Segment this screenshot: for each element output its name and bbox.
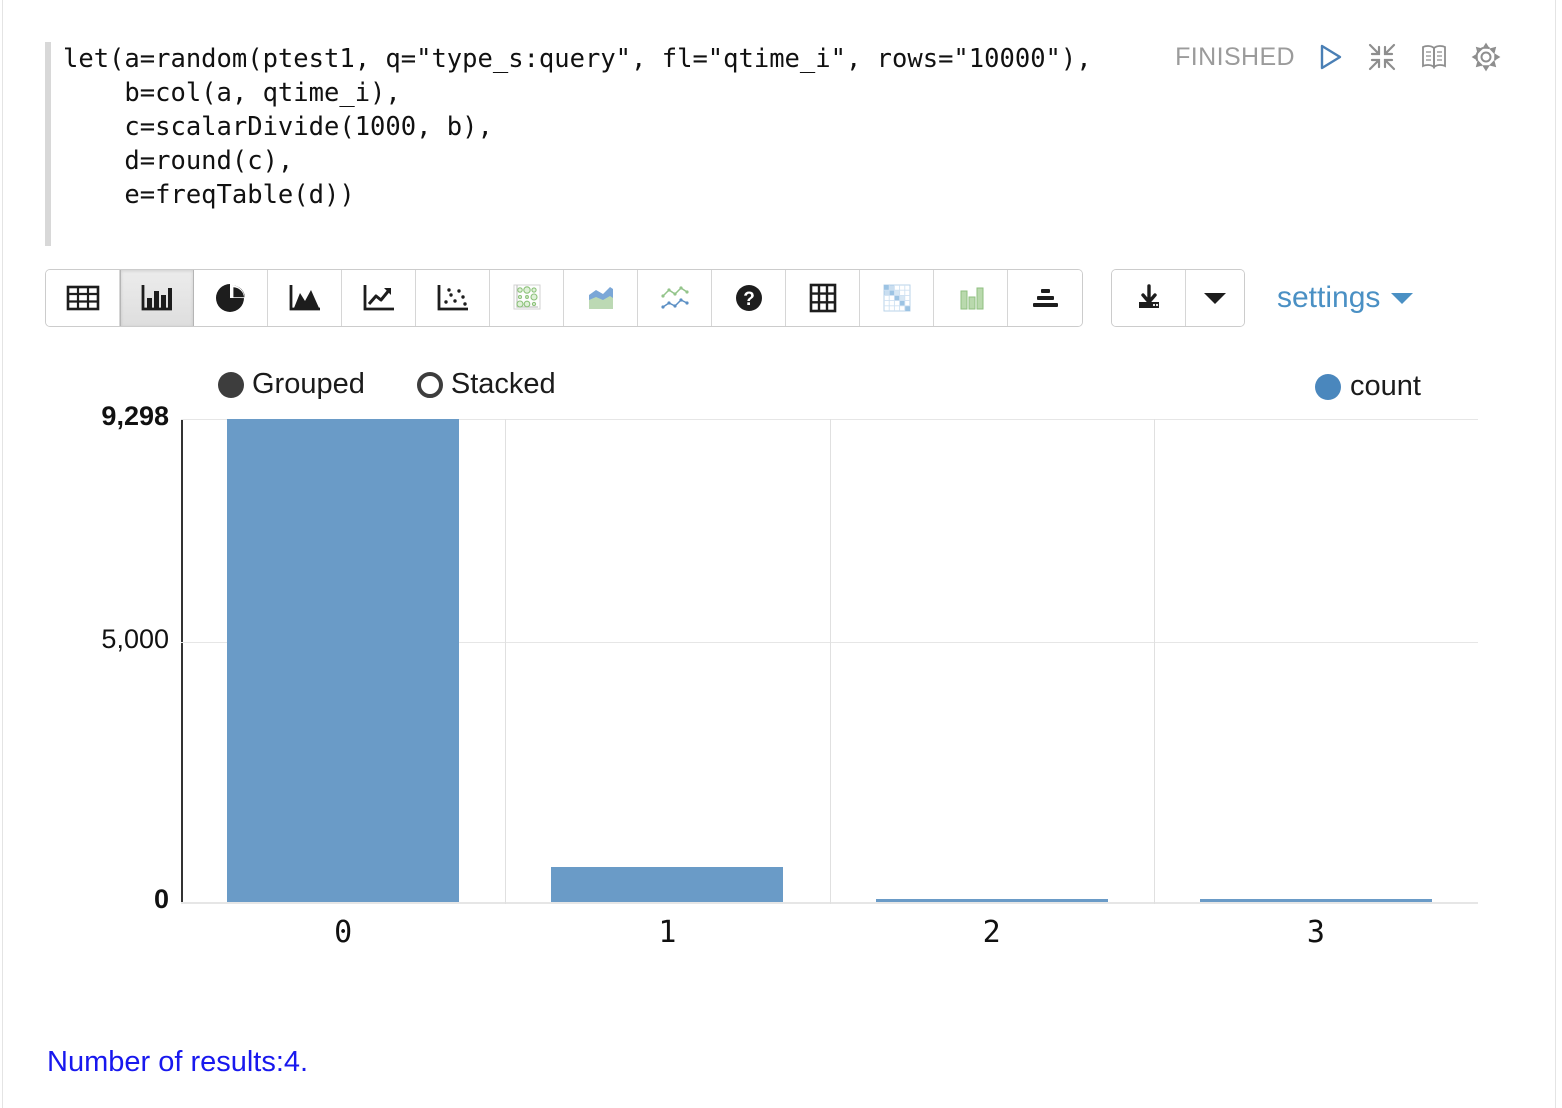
status-label: FINISHED bbox=[1175, 42, 1295, 71]
bar-chart: Grouped Stacked count 9,298 5,000 0 0 1 2 3 bbox=[3, 350, 1559, 970]
download-group bbox=[1111, 269, 1245, 327]
x-axis-tick-label: 3 bbox=[1306, 915, 1325, 950]
scatter-plot-icon[interactable] bbox=[416, 270, 490, 326]
gear-icon[interactable] bbox=[1469, 40, 1503, 74]
bubble-matrix-icon[interactable] bbox=[490, 270, 564, 326]
play-icon[interactable] bbox=[1313, 40, 1347, 74]
download-icon[interactable] bbox=[1112, 270, 1186, 326]
book-icon[interactable] bbox=[1417, 40, 1451, 74]
x-axis-tick-label: 2 bbox=[982, 915, 1001, 950]
plot-area: 9,298 5,000 0 0 1 2 3 bbox=[101, 401, 1478, 950]
bar-chart-icon[interactable] bbox=[120, 270, 194, 326]
chart-type-group: ? bbox=[45, 269, 1083, 327]
visualization-toolbar: ? bbox=[45, 269, 1414, 327]
bar-0[interactable] bbox=[227, 419, 460, 902]
radio-stacked-label: Stacked bbox=[450, 368, 556, 400]
pie-chart-icon[interactable] bbox=[194, 270, 268, 326]
radio-grouped-icon[interactable] bbox=[218, 371, 244, 398]
gridline-horizontal bbox=[181, 419, 1478, 420]
chart-legend: count bbox=[1315, 370, 1421, 403]
code-gutter bbox=[45, 42, 51, 246]
stacked-area-icon[interactable] bbox=[564, 270, 638, 326]
radio-stacked-icon[interactable] bbox=[416, 371, 443, 398]
legend-swatch-count bbox=[1315, 373, 1342, 400]
area-chart-icon[interactable] bbox=[268, 270, 342, 326]
gridline-vertical bbox=[830, 419, 831, 904]
gridline-vertical bbox=[505, 419, 506, 904]
x-axis-tick-label: 0 bbox=[334, 915, 353, 950]
y-axis-tick-label: 9,298 bbox=[101, 401, 169, 431]
radio-grouped-label: Grouped bbox=[252, 368, 365, 400]
bar-3[interactable] bbox=[1199, 899, 1432, 902]
settings-label: settings bbox=[1277, 281, 1381, 314]
settings-button[interactable]: settings bbox=[1277, 281, 1414, 315]
status-bar: FINISHED bbox=[1175, 40, 1503, 74]
bar-2[interactable] bbox=[875, 899, 1108, 902]
download-chevron-down-icon[interactable] bbox=[1186, 270, 1244, 326]
bar-mode-radios: Grouped Stacked bbox=[218, 368, 556, 401]
funnel-icon[interactable] bbox=[1008, 270, 1082, 326]
gridline-horizontal bbox=[181, 642, 1478, 644]
multi-line-icon[interactable] bbox=[638, 270, 712, 326]
legend-label-count: count bbox=[1350, 370, 1421, 402]
gridline-vertical bbox=[1154, 419, 1155, 904]
y-axis-line bbox=[181, 419, 183, 904]
x-axis-line bbox=[181, 902, 1478, 904]
heatmap-icon[interactable] bbox=[860, 270, 934, 326]
line-chart-icon[interactable] bbox=[342, 270, 416, 326]
code-editor[interactable]: let(a=random(ptest1, q="type_s:query", f… bbox=[45, 42, 1175, 246]
x-axis-tick-label: 1 bbox=[658, 915, 677, 950]
svg-text:?: ? bbox=[743, 289, 755, 310]
table-icon[interactable] bbox=[46, 270, 120, 326]
bar-1[interactable] bbox=[551, 867, 784, 902]
grid-table-icon[interactable] bbox=[786, 270, 860, 326]
radio-grouped[interactable]: Grouped bbox=[218, 368, 365, 401]
y-axis-tick-label: 0 bbox=[153, 884, 169, 914]
y-axis-tick-label: 5,000 bbox=[101, 624, 169, 655]
help-icon[interactable]: ? bbox=[712, 270, 786, 326]
code-text[interactable]: let(a=random(ptest1, q="type_s:query", f… bbox=[63, 44, 1092, 210]
radio-stacked[interactable]: Stacked bbox=[416, 368, 556, 401]
results-count-label: Number of results:4. bbox=[47, 1046, 309, 1078]
collapse-icon[interactable] bbox=[1365, 40, 1399, 74]
settings-chevron-down-icon bbox=[1391, 293, 1414, 304]
green-bar-icon[interactable] bbox=[934, 270, 1008, 326]
